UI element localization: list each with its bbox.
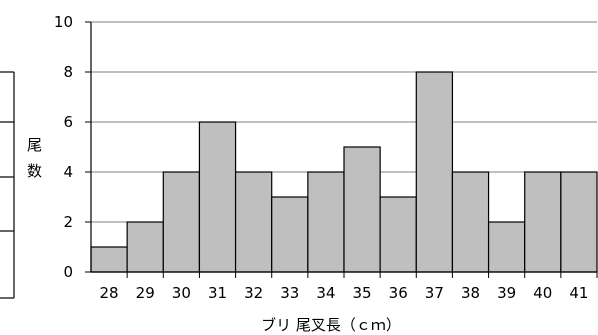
y-tick-label-6: 6 <box>63 113 73 131</box>
bar-41 <box>560 171 598 273</box>
x-tick-label-30: 30 <box>172 284 191 302</box>
x-axis-label: ブリ 尾叉長（ｃｍ） <box>261 316 401 334</box>
y-tick-label-8: 8 <box>63 63 73 81</box>
x-tick-labels: 28 29 30 31 32 33 34 35 36 37 38 39 40 41 <box>100 272 598 302</box>
bar-39 <box>487 221 526 273</box>
x-tick-label-40: 40 <box>533 284 552 302</box>
x-tick-label-34: 34 <box>316 284 335 302</box>
bar-40 <box>524 171 562 273</box>
y-axis-label-2: 数 <box>27 162 42 180</box>
y-tick-labels: 0 2 4 6 8 10 <box>54 13 91 281</box>
x-tick-label-36: 36 <box>389 284 408 302</box>
x-tick-label-28: 28 <box>100 284 119 302</box>
y-tick-label-10: 10 <box>54 13 73 31</box>
y-axis-label-1: 尾 <box>27 136 42 154</box>
bar-37 <box>415 71 454 273</box>
y-tick-label-4: 4 <box>63 163 73 181</box>
bar-32 <box>234 171 273 273</box>
bar-33 <box>271 196 309 273</box>
bar-30 <box>162 171 201 273</box>
bar-35 <box>343 146 381 273</box>
bar-34 <box>307 171 345 273</box>
bars <box>90 71 598 273</box>
x-tick-label-41: 41 <box>569 284 588 302</box>
bar-29 <box>126 221 164 273</box>
bar-38 <box>451 171 490 273</box>
x-tick-label-31: 31 <box>208 284 227 302</box>
x-tick-label-37: 37 <box>425 284 444 302</box>
x-tick-label-35: 35 <box>353 284 372 302</box>
left-table-fragment <box>0 71 15 299</box>
x-tick-label-39: 39 <box>497 284 516 302</box>
bar-36 <box>379 196 417 273</box>
x-tick-label-29: 29 <box>136 284 155 302</box>
x-tick-label-38: 38 <box>461 284 480 302</box>
x-tick-label-33: 33 <box>280 284 299 302</box>
y-tick-label-0: 0 <box>63 263 73 281</box>
bar-28 <box>90 246 128 273</box>
y-tick-label-2: 2 <box>63 213 73 231</box>
bar-31 <box>198 121 237 273</box>
x-tick-label-32: 32 <box>244 284 263 302</box>
